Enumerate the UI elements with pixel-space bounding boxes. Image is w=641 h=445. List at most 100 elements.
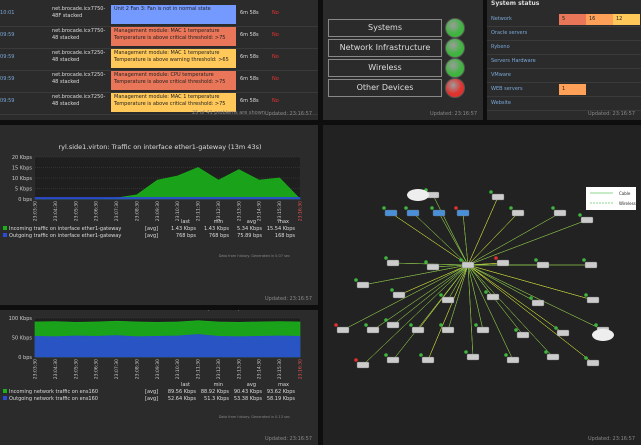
status-cell[interactable]: 16	[586, 14, 613, 25]
map-node-status	[409, 323, 413, 327]
status-row-name[interactable]: WEB servers	[491, 86, 523, 92]
status-row-name[interactable]: Oracle servers	[491, 30, 528, 36]
status-cell[interactable]: 5	[559, 14, 586, 25]
updated-label: Updated: 23:16:57	[264, 296, 312, 302]
problems-footer: 25 of 41 problems are shown	[192, 110, 265, 116]
map-node	[531, 299, 545, 307]
problem-ack[interactable]: No	[272, 10, 279, 16]
legend-header: avg	[247, 219, 256, 225]
system-button[interactable]: Network Infrastructure	[328, 39, 442, 57]
graph-title: ryl.side1.virton: Traffic on interface e…	[58, 143, 261, 151]
row-separator	[487, 40, 641, 41]
status-row-name[interactable]: Network	[491, 16, 512, 22]
x-tick-label: 23:08:30	[134, 359, 140, 379]
x-tick-label: 23:04:30	[53, 359, 59, 379]
problem-text[interactable]: Management module: MAC 1 temperature	[114, 28, 220, 34]
problem-text[interactable]: Management module: MAC 1 temperature	[114, 50, 220, 56]
problem-host[interactable]: net.brocade.icx7750-48 stacked	[52, 28, 106, 41]
series-area	[34, 334, 301, 358]
map-node-status	[494, 256, 498, 260]
x-tick-label: 23:03:30	[33, 359, 39, 379]
system-button[interactable]: Other Devices	[328, 79, 442, 97]
updated-label: Updated: 23:16:57	[264, 436, 312, 442]
status-cell[interactable]: 12	[613, 14, 640, 25]
problems-panel: 23:10:01 net.brocade.icx7750-48F stacked U…	[0, 0, 318, 120]
map-node-status	[384, 353, 388, 357]
map-node	[491, 193, 505, 201]
map-legend-label: Wireless	[619, 201, 636, 206]
status-light	[445, 58, 465, 78]
problem-duration: 6m 58s	[240, 54, 259, 60]
map-node	[580, 216, 594, 224]
status-row-name[interactable]: VMware	[491, 72, 511, 78]
map-node-status	[390, 288, 394, 292]
map-link	[427, 264, 469, 361]
legend-func: [avg]	[145, 233, 158, 239]
status-row-name[interactable]: Website	[491, 100, 511, 106]
map-node	[441, 326, 455, 334]
map-node	[366, 326, 380, 334]
problem-ack[interactable]: No	[272, 76, 279, 82]
legend-stat: 1.43 Kbps	[171, 226, 196, 232]
row-separator	[487, 110, 641, 111]
problem-ack[interactable]: No	[272, 54, 279, 60]
updated-label: Updated: 23:16:57	[587, 111, 635, 117]
map-node-status	[534, 258, 538, 262]
problem-text[interactable]: Management module: CPU temperature	[114, 72, 214, 78]
legend-swatch	[3, 389, 7, 393]
x-tick-label: 23:06:30	[94, 201, 100, 221]
legend-stat: 53.38 Kbps	[234, 396, 263, 402]
map-node-status	[334, 323, 338, 327]
system-button[interactable]: Systems	[328, 19, 442, 37]
legend-name: Incoming network traffic on ens160	[9, 389, 98, 395]
legend-swatch	[3, 233, 7, 237]
x-tick-label: 23:09:30	[155, 359, 161, 379]
problem-text[interactable]: Unit 2 Fan 3: Fan is not in normal state	[114, 6, 211, 12]
map-link	[467, 212, 519, 266]
legend-header: last	[181, 219, 190, 225]
problem-ack[interactable]: No	[272, 98, 279, 104]
map-node-status	[459, 258, 463, 262]
y-tick-label: 0 bps	[18, 355, 32, 361]
y-tick-label: 50 Kbps	[12, 336, 33, 342]
problem-host[interactable]: net.brocade.icx7250-48 stacked	[52, 72, 106, 85]
legend-func: [avg]	[145, 389, 158, 395]
status-row-name[interactable]: Rybeno	[491, 44, 510, 50]
problem-text[interactable]: Management module: MAC 1 temperature	[114, 94, 220, 100]
map-node	[441, 296, 455, 304]
problem-host[interactable]: net.brocade.icx7750-48F stacked	[52, 6, 106, 19]
legend-stat: 90.43 Kbps	[234, 389, 263, 395]
status-light	[445, 78, 465, 98]
map-node	[466, 353, 480, 361]
row-separator	[487, 82, 641, 83]
map-node	[536, 261, 550, 269]
network-map: Cable Wireless	[334, 187, 636, 369]
x-tick-label: 23:09:30	[155, 201, 161, 221]
row-separator	[0, 48, 318, 49]
map-node	[356, 361, 370, 369]
map-cloud	[407, 189, 429, 201]
map-node-status	[578, 213, 582, 217]
problem-box: Management module: MAC 1 temperature Temp…	[111, 49, 236, 68]
problem-host[interactable]: net.brocade.icx7250-48 stacked	[52, 50, 106, 63]
map-node-status	[404, 206, 408, 210]
problem-detail: Temperature is above critical threshold:…	[114, 35, 226, 41]
map-link	[432, 194, 469, 266]
status-cell[interactable]: 1	[559, 84, 586, 95]
map-node	[516, 331, 530, 339]
problem-host[interactable]: net.brocade.icx7250-48 stacked	[52, 94, 106, 107]
map-node-status	[544, 350, 548, 354]
y-tick-label: 5 Kbps	[15, 187, 32, 193]
system-button[interactable]: Wireless	[328, 59, 442, 77]
row-separator	[0, 92, 318, 93]
graph: dt-xr.virton: Network traffic on ens160 …	[3, 310, 304, 419]
map-link	[392, 264, 469, 361]
map-node	[406, 209, 420, 217]
problem-ack[interactable]: No	[272, 32, 279, 38]
map-node-status	[594, 323, 598, 327]
status-row-name[interactable]: Servers Hardware	[491, 58, 536, 64]
map-legend-label: Cable	[619, 191, 631, 196]
x-tick-label: 23:04:30	[53, 201, 59, 221]
map-link	[362, 264, 469, 286]
